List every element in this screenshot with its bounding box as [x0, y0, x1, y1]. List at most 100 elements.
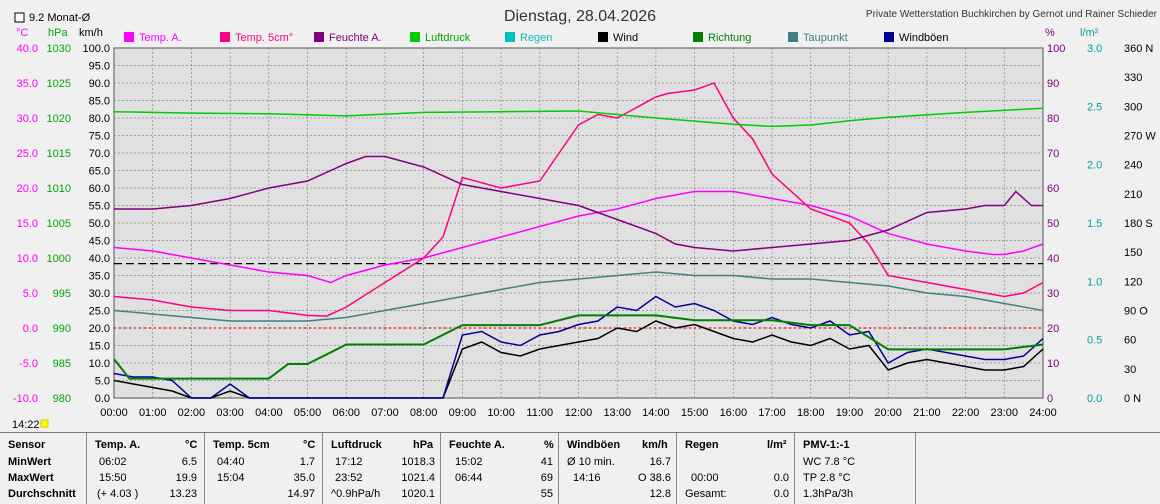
series-line-richtung	[113, 314, 1044, 380]
stats-temp-5cm-title: Temp. 5cm	[213, 439, 270, 451]
legend-swatch	[788, 32, 798, 42]
tick-label-direction: 210	[1124, 189, 1142, 201]
legend-swatch	[505, 32, 515, 42]
tick-label-x: 03:00	[216, 407, 244, 419]
stats-rain-max: 0.0	[773, 472, 789, 484]
tick-label-x: 19:00	[836, 407, 864, 419]
tick-label-x: 24:00	[1029, 407, 1057, 419]
tick-label-humidity: 70	[1047, 148, 1059, 160]
legend-label: Taupunkt	[803, 32, 848, 44]
chart-date-title: Dienstag, 28.04.2026	[504, 8, 656, 25]
tick-label-humidity: 80	[1047, 113, 1059, 125]
stats-windchill: WC 7.8 °C	[803, 456, 856, 468]
tick-label-wind: 25.0	[89, 306, 110, 318]
tick-label-temp: 0.0	[23, 323, 38, 335]
month-avg-label: 9.2 Monat-Ø	[29, 12, 91, 24]
stats-humidity-min: 41	[540, 456, 553, 468]
legend-swatch	[124, 32, 134, 42]
stats-pressure-unit: hPa	[413, 439, 434, 451]
tick-label-wind: 0.0	[95, 393, 110, 405]
reference-lines	[114, 263, 1043, 329]
tick-label-x: 11:00	[526, 407, 553, 419]
tick-label-temp: 30.0	[17, 113, 38, 125]
tick-label-wind: 50.0	[89, 218, 110, 230]
stats-gusts-avg10: 16.7	[649, 456, 671, 468]
tick-label-temp: 5.0	[23, 288, 38, 300]
stats-pressure: Luftdruck hPa 17:12 23:52 ^0.9hPa/h 1018…	[322, 433, 441, 504]
tick-label-humidity: 10	[1047, 358, 1059, 370]
tick-label-temp: 35.0	[17, 78, 38, 90]
tick-label-pressure: 995	[53, 288, 71, 300]
tick-label-pressure: 1000	[47, 253, 71, 265]
tick-label-x: 04:00	[255, 407, 283, 419]
tick-label-x: 20:00	[874, 407, 902, 419]
stats-pressure-max-time: 23:52	[335, 472, 363, 484]
stats-temp-5cm-min: 1.7	[299, 456, 315, 468]
stats-rain-title: Regen	[685, 439, 719, 451]
tick-label-wind: 55.0	[89, 201, 110, 213]
legend-label: Temp. A.	[139, 32, 182, 44]
stats-pressure-trend-3h: 1.3hPa/3h	[803, 488, 854, 500]
tick-label-rain: 0.0	[1087, 393, 1102, 405]
tick-label-humidity: 30	[1047, 288, 1059, 300]
tick-label-humidity: 60	[1047, 183, 1059, 195]
stats-temp-a-unit: °C	[185, 439, 198, 451]
weather-chart: 40.0 35.0 30.0 25.0 20.0 15.0 10.0 5.0 0.0 -5.0 -1…	[12, 8, 1158, 431]
tick-label-wind: 90.0	[89, 78, 110, 90]
stats-gusts-avg10-label: Ø 10 min.	[567, 456, 615, 468]
stats-humidity-max-time: 06:44	[455, 472, 483, 484]
stats-humidity-title: Feuchte A.	[449, 439, 505, 451]
legend-label: Luftdruck	[425, 32, 471, 44]
legend-swatch	[693, 32, 703, 42]
stats-humidity-max: 69	[540, 472, 553, 484]
stats-temp-a: Temp. A. °C 06:02 15:50 (+ 4.03 ) 6.5 19…	[86, 433, 205, 504]
tick-label-humidity: 50	[1047, 218, 1059, 230]
stats-pressure-min-time: 17:12	[335, 456, 363, 468]
legend-label: Regen	[520, 32, 552, 44]
stats-row-min: MinWert	[8, 456, 52, 468]
stats-rain-total-label: Gesamt:	[685, 488, 727, 500]
stats-pressure-trend: ^0.9hPa/h	[331, 488, 381, 500]
stats-pressure-max: 1021.4	[401, 472, 435, 484]
tick-label-pressure: 1025	[47, 78, 71, 90]
stats-temp-a-max-time: 15:50	[99, 472, 127, 484]
temp-unit-label: °C	[16, 27, 28, 39]
tick-label-humidity: 20	[1047, 323, 1059, 335]
tick-label-direction: 330	[1124, 72, 1142, 84]
series-line-windb-en	[113, 295, 1044, 399]
station-name: Private Wetterstation Buchkirchen by Ger…	[866, 9, 1158, 20]
legend-swatch	[410, 32, 420, 42]
stats-panel: Sensor MinWert MaxWert Durchschnitt Temp…	[0, 432, 1160, 504]
tick-label-x: 14:00	[642, 407, 670, 419]
stats-rain-unit: l/m²	[767, 439, 787, 451]
tick-label-direction: 60	[1124, 335, 1136, 347]
legend-label: Temp. 5cm°	[235, 32, 293, 44]
tick-label-x: 18:00	[797, 407, 825, 419]
tick-label-x: 22:00	[952, 407, 980, 419]
time-marker-icon	[40, 419, 49, 428]
stats-pressure-avg: 1020.1	[401, 488, 435, 500]
tick-label-wind: 95.0	[89, 61, 110, 73]
tick-label-wind: 70.0	[89, 148, 110, 160]
legend-swatch	[598, 32, 608, 42]
tick-label-wind: 100.0	[82, 43, 110, 55]
stats-temp-5cm-avg: 14.97	[287, 488, 315, 500]
tick-label-x: 02:00	[178, 407, 206, 419]
legend-label: Wind	[613, 32, 638, 44]
legend-swatch	[220, 32, 230, 42]
stats-temp-a-avg: 13.23	[169, 488, 197, 500]
tick-label-rain: 1.5	[1087, 218, 1102, 230]
month-avg-checkbox[interactable]	[14, 12, 25, 23]
stats-sensor-title: Sensor	[8, 439, 46, 451]
tick-label-direction: 180 S	[1124, 218, 1153, 230]
series-line-temp-5cm-	[113, 82, 1044, 317]
legend-label: Windböen	[899, 32, 949, 44]
stats-gusts-max-time: 14:16	[573, 472, 601, 484]
tick-label-rain: 0.5	[1087, 335, 1102, 347]
stats-row-avg: Durchschnitt	[8, 488, 76, 500]
tick-label-wind: 65.0	[89, 166, 110, 178]
tick-label-rain: 1.0	[1087, 276, 1102, 288]
stats-humidity-min-time: 15:02	[455, 456, 483, 468]
tick-label-pressure: 980	[53, 393, 71, 405]
tick-label-x: 08:00	[410, 407, 438, 419]
